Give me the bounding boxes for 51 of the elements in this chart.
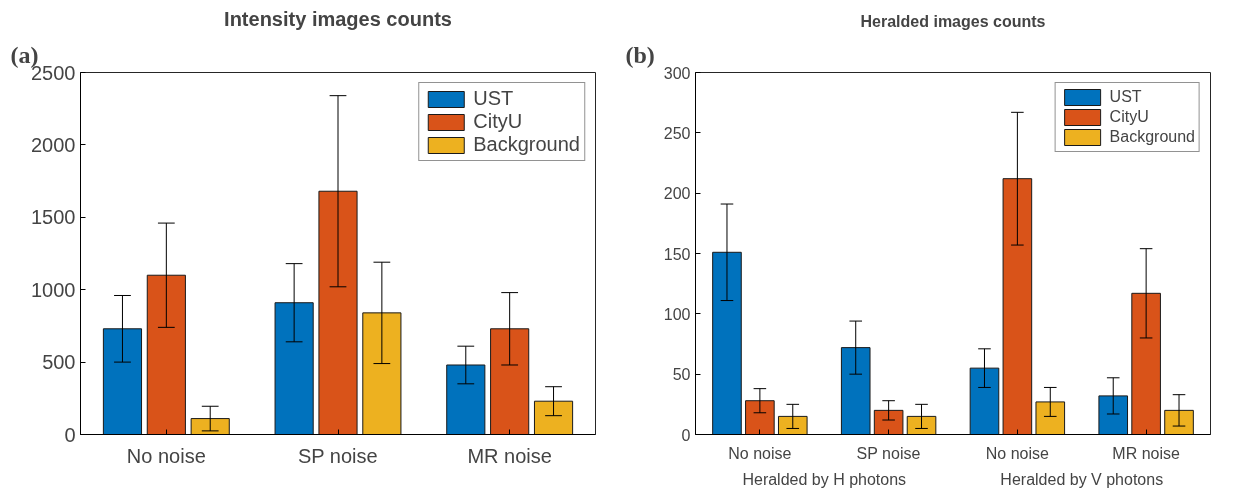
legend-label: UST (1109, 88, 1142, 106)
y-tick-label: 2000 (31, 133, 76, 156)
x-tick-label: MR noise (1112, 444, 1181, 462)
bar (102, 328, 143, 435)
y-tick-label: 1500 (31, 206, 76, 229)
bar (274, 302, 314, 435)
bar (1098, 395, 1129, 435)
bar (1035, 401, 1066, 435)
bar (533, 400, 574, 435)
legend-label: CityU (1109, 108, 1149, 126)
bar (777, 415, 808, 435)
y-tick-label: 100 (663, 305, 691, 323)
bar (840, 347, 871, 435)
text: Heralded by H photons (742, 470, 907, 488)
y-tick-label: 0 (681, 426, 691, 444)
x-tick-label: SP noise (856, 444, 921, 462)
bar (1164, 409, 1194, 435)
text: Heralded by V photons (1000, 470, 1164, 488)
y-tick-label: 150 (663, 245, 691, 263)
legend-label: CityU (473, 110, 523, 133)
bar (362, 312, 402, 435)
bar (873, 409, 904, 435)
y-tick-label: 300 (663, 64, 691, 82)
x-tick-label: No noise (985, 444, 1050, 462)
x-tick-label: SP noise (297, 444, 378, 467)
chart-title: Heralded images counts (860, 12, 1046, 30)
y-tick-label: 500 (42, 351, 76, 374)
bar (446, 364, 486, 435)
y-tick-label: 1000 (31, 278, 76, 301)
bar (318, 190, 358, 435)
bar (190, 418, 230, 435)
x-tick-label: MR noise (467, 444, 552, 467)
legend-label: Background (1109, 128, 1195, 146)
y-tick-label: 0 (64, 423, 76, 446)
y-tick-label: 200 (663, 185, 691, 203)
y-tick-label: 250 (663, 124, 691, 142)
bar (745, 400, 775, 435)
bar (969, 367, 1000, 435)
y-tick-label: 50 (672, 366, 691, 384)
bar (906, 415, 937, 435)
x-tick-label: No noise (728, 444, 792, 462)
bar (146, 274, 186, 435)
bar (712, 251, 742, 435)
legend-label: Background (473, 133, 580, 156)
chart-title: Intensity images counts (224, 7, 452, 30)
bar (1131, 292, 1161, 435)
legend-label: UST (473, 87, 514, 110)
bar (490, 328, 530, 435)
bar (1002, 178, 1033, 435)
text: (b) (625, 41, 655, 68)
x-tick-label: No noise (126, 444, 206, 467)
